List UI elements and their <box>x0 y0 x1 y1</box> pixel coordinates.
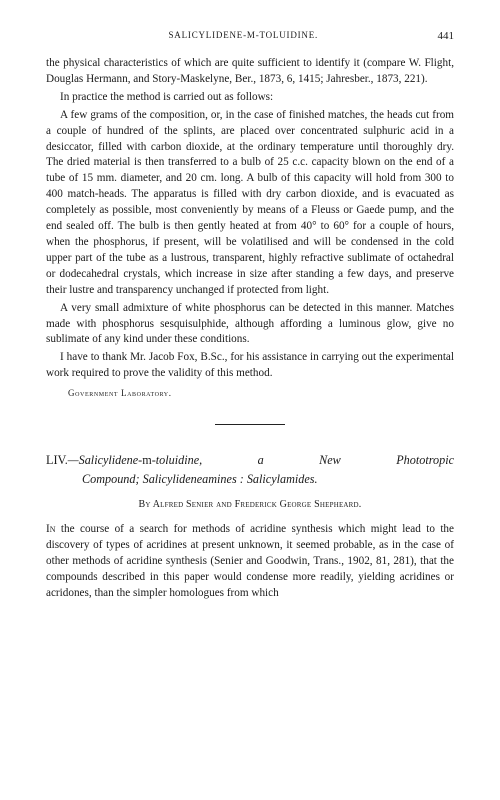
article-separator <box>215 424 285 425</box>
article2-body-text: the course of a search for methods of ac… <box>46 523 454 599</box>
article-number: LIV. <box>46 453 68 467</box>
article-title: LIV.—Salicylidene-m-toluidine, a New Pho… <box>46 451 454 489</box>
author-1: Alfred Senier <box>153 499 214 510</box>
by-label: By <box>138 499 152 510</box>
and-label: and <box>213 499 234 510</box>
paragraph-4: A very small admixture of white phosphor… <box>46 301 454 349</box>
lead-word: In <box>46 523 56 535</box>
running-header: SALICYLIDENE-M-TOLUIDINE. 441 <box>46 30 454 42</box>
title-part-c: -toluidine, a New Phototropic <box>152 453 454 467</box>
paragraph-2: In practice the method is carried out as… <box>46 90 454 106</box>
author-2: Frederick George Shepheard. <box>235 499 362 510</box>
page: SALICYLIDENE-M-TOLUIDINE. 441 the physic… <box>0 0 500 633</box>
title-part-a: —Salicylidene- <box>68 453 142 467</box>
running-title: SALICYLIDENE-M-TOLUIDINE. <box>49 30 437 42</box>
paragraph-3: A few grams of the composition, or, in t… <box>46 108 454 299</box>
acknowledgement: I have to thank Mr. Jacob Fox, B.Sc., fo… <box>46 350 454 382</box>
article2-body: In the course of a search for methods of… <box>46 522 454 602</box>
byline: By Alfred Senier and Frederick George Sh… <box>46 499 454 510</box>
title-line2: Compound; Salicylideneamines : Salicylam… <box>46 470 454 489</box>
page-number: 441 <box>438 30 455 42</box>
title-part-b: m <box>142 453 151 467</box>
affiliation: Government Laboratory. <box>46 388 454 398</box>
paragraph-1: the physical characteristics of which ar… <box>46 56 454 88</box>
